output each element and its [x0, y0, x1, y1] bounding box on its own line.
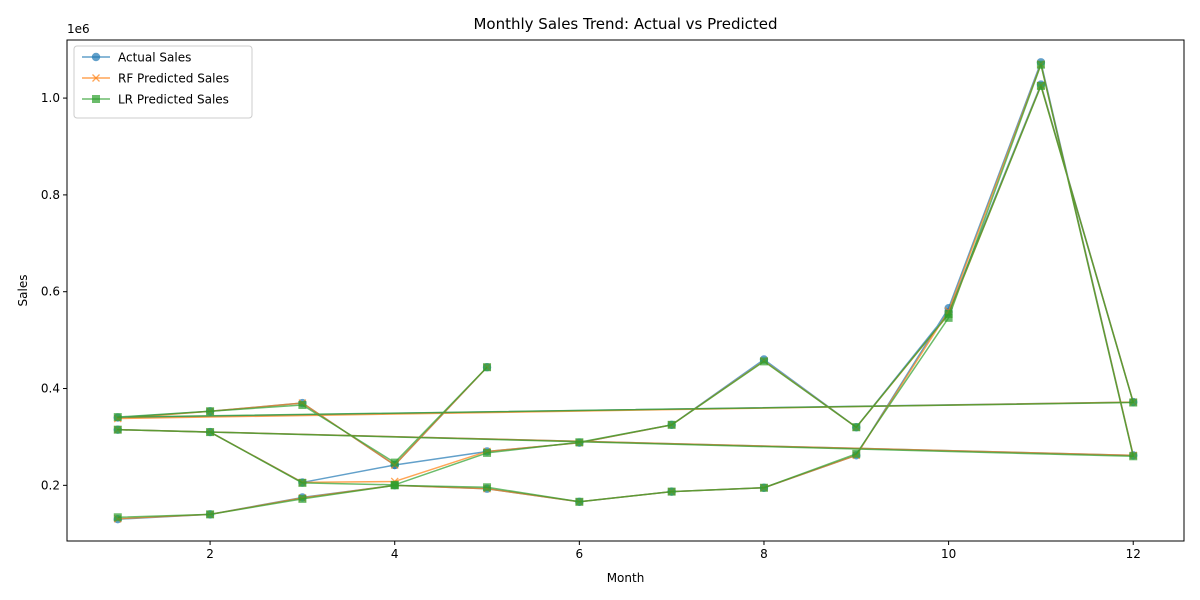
series-3-point [206, 510, 215, 519]
legend-marker [92, 74, 100, 82]
series-3-point [667, 487, 676, 496]
series-3-point [852, 423, 861, 432]
y-tick-label: 1.0 [41, 91, 60, 105]
y-tick-label: 0.4 [41, 382, 60, 396]
x-tick-label: 4 [391, 547, 399, 561]
legend: Actual Sales RF Predicted Sales LR Predict… [73, 45, 253, 119]
y-tick-label: 0.8 [41, 188, 60, 202]
y-axis-label: Sales [16, 275, 30, 307]
plot-area [113, 58, 1138, 524]
series-3-point [1129, 452, 1138, 461]
series-3 [113, 60, 1138, 522]
series-3-point [206, 428, 215, 437]
series-3-point [759, 357, 768, 366]
x-axis-label: Month [607, 571, 645, 585]
y-tick-label: 0.6 [41, 285, 60, 299]
series-3-point [483, 448, 492, 457]
series-3-point [390, 480, 399, 489]
x-tick-label: 2 [206, 547, 214, 561]
series-3-point [483, 363, 492, 372]
x-tick-label: 6 [576, 547, 584, 561]
x-tick-label: 12 [1126, 547, 1141, 561]
legend-box [73, 45, 253, 119]
series-3-point [113, 413, 122, 422]
series-3-point [667, 420, 676, 429]
x-axis: 2 4 6 8 10 12 [206, 541, 1141, 561]
y-axis: 0.2 0.4 0.6 0.8 1.0 [41, 91, 67, 492]
chart-title: Monthly Sales Trend: Actual vs Predicted [473, 15, 777, 33]
series-3-point [390, 458, 399, 467]
legend-label: RF Predicted Sales [118, 72, 229, 86]
series-3-point [1036, 60, 1045, 69]
series-3-point [575, 497, 584, 506]
legend-marker [91, 52, 101, 62]
legend-item-2: RF Predicted Sales [82, 72, 229, 86]
legend-item-1: Actual Sales [82, 51, 191, 65]
y-tick-label: 0.2 [41, 478, 60, 492]
series-3-point [852, 449, 861, 458]
series-3-point [113, 513, 122, 522]
series-3-point [1129, 398, 1138, 407]
y-offset-label: 1e6 [67, 22, 90, 36]
legend-item-3: LR Predicted Sales [82, 93, 229, 107]
series-3-point [113, 425, 122, 434]
series-3-point [944, 309, 953, 318]
series-3-point [759, 483, 768, 492]
series-3-point [575, 438, 584, 447]
x-tick-label: 8 [760, 547, 768, 561]
legend-label: LR Predicted Sales [118, 93, 229, 107]
series-3-point [206, 407, 215, 416]
series-3-point [1036, 81, 1045, 90]
legend-marker [92, 95, 100, 103]
x-tick-label: 10 [941, 547, 956, 561]
series-3-point [298, 478, 307, 487]
series-3-point [298, 400, 307, 409]
legend-label: Actual Sales [118, 51, 191, 65]
series-3-point [483, 483, 492, 492]
axes-frame [66, 39, 1185, 542]
series-3-point [298, 494, 307, 503]
